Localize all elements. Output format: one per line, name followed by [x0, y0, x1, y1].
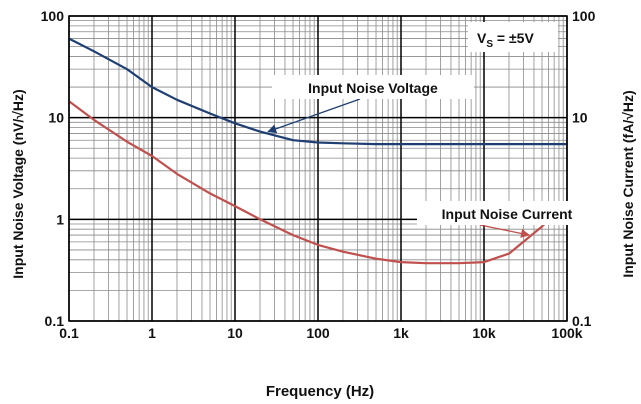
annotation-arrow	[267, 98, 361, 134]
x-tick-label: 100	[306, 325, 330, 341]
x-tick-label: 1k	[393, 325, 409, 341]
x-tick-label: 10k	[472, 325, 496, 341]
annotation-label: Input Noise Voltage	[308, 80, 438, 96]
annotation-label-bg	[272, 75, 474, 99]
left-y-tick-labels: 0.1 1 10 100	[41, 8, 65, 329]
right-y-axis-label: Input Noise Current (fA/√Hz)	[620, 90, 636, 277]
x-tick-label: 1	[148, 325, 156, 341]
series-line-input-noise-current	[68, 100, 568, 265]
supply-condition-box: VS = ±5V	[468, 22, 558, 52]
x-tick-labels: 0.1 1 10 100 1k 10k 100k	[59, 325, 583, 341]
x-tick-label: 0.1	[59, 325, 79, 341]
annotations: Input Noise Voltage Input Noise Current	[267, 75, 598, 238]
plot-frame	[68, 15, 568, 322]
right-y-tick-label: 100	[572, 8, 596, 24]
condition-rest: = ±5V	[493, 30, 534, 46]
x-axis-label: Frequency (Hz)	[266, 383, 374, 400]
condition-subscript: S	[486, 39, 493, 50]
x-tick-label: 10	[227, 325, 243, 341]
condition-main: V	[477, 30, 487, 46]
right-y-tick-label: 0.1	[572, 313, 592, 329]
left-y-tick-label: 1	[56, 211, 64, 227]
right-y-tick-label: 10	[572, 110, 588, 126]
left-y-axis-label: Input Noise Voltage (nV/√Hz)	[10, 89, 26, 278]
left-y-tick-label: 100	[41, 8, 65, 24]
left-y-tick-label: 10	[48, 110, 64, 126]
series-line-input-noise-voltage	[68, 37, 567, 146]
series-lines	[68, 37, 568, 265]
annotation-label-bg	[417, 201, 598, 225]
annotation-label: Input Noise Current	[442, 206, 573, 222]
x-tick-label: 100k	[551, 325, 582, 341]
supply-condition-label: VS = ±5V	[477, 30, 534, 50]
annotation-arrow	[479, 224, 531, 238]
left-y-tick-label: 0.1	[45, 313, 65, 329]
